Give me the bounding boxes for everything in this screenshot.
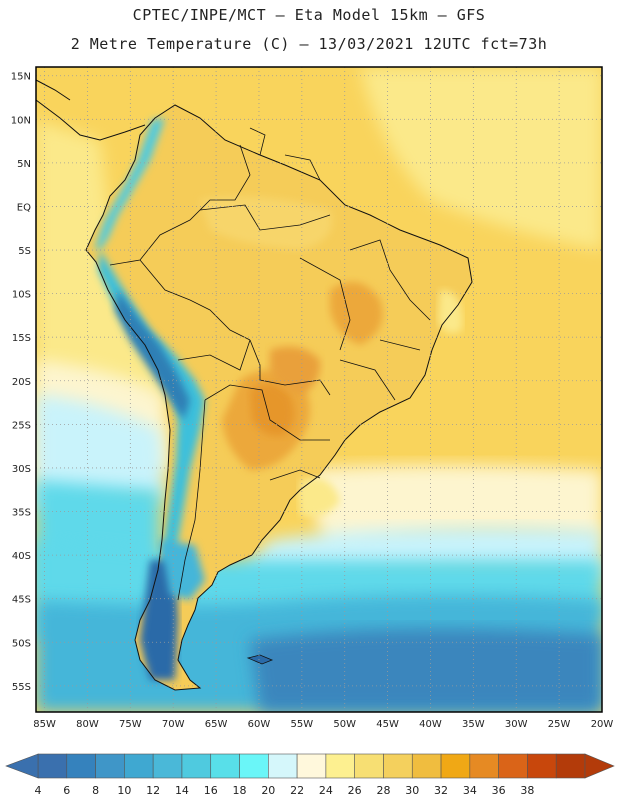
andes-peak: [115, 290, 190, 420]
map-plot-area: [36, 67, 602, 712]
lat-tick-label: 50S: [12, 638, 31, 649]
lat-tick-label: 5S: [18, 246, 31, 257]
colorbar-swatch: [296, 753, 327, 779]
colorbar-label: 22: [290, 784, 304, 797]
colorbar-swatches: [5, 753, 615, 779]
lon-tick-label: 75W: [119, 719, 142, 730]
amazon-mild: [200, 196, 332, 250]
colorbar-label: 4: [35, 784, 42, 797]
colorbar-swatch: [440, 753, 471, 779]
colorbar-swatch: [325, 753, 355, 779]
lat-tick-label: 35S: [12, 508, 31, 519]
colorbar-swatch: [268, 753, 298, 779]
lat-tick-label: 45S: [12, 595, 31, 606]
colorbar-label: 36: [492, 784, 506, 797]
patagonia-transition: [160, 540, 205, 600]
colorbar-swatch: [411, 753, 442, 779]
map-frame: [35, 66, 603, 713]
colorbar-swatch: [527, 753, 557, 779]
title-line-2: 2 Metre Temperature (C) – 13/03/2021 12U…: [70, 35, 548, 53]
colorbar-swatch: [469, 753, 499, 779]
ocean-atlantic-mild: [360, 67, 602, 250]
colorbar-labels: 4 6 8 10 12 14 16 18 20 22 24 26 28 30 32 34 36 38: [35, 784, 535, 797]
colorbar-label: 20: [261, 784, 275, 797]
colorbar-swatch: [210, 753, 240, 779]
colorbar-label: 28: [376, 784, 390, 797]
colorbar-swatch: [152, 753, 183, 779]
central-america-coast: [36, 99, 146, 141]
colorbar-low-arrow: [5, 753, 39, 779]
longitude-labels: 85W 80W 75W 70W 65W 60W 55W 50W 45W 40W 35W 30W 25W 2…: [33, 719, 613, 730]
colorbar-label: 10: [117, 784, 131, 797]
colorbar-label: 6: [63, 784, 70, 797]
colorbar-label: 24: [319, 784, 333, 797]
lat-tick-label: 55S: [12, 682, 31, 693]
latitude-labels: 15N 10N 5N EQ 5S 10S 15S 20S 25S 30S 35S 40S 45S 50S 5…: [11, 72, 31, 693]
lat-tick-label: 20S: [12, 377, 31, 388]
title-line-1: CPTEC/INPE/MCT – Eta Model 15km – GFS: [132, 6, 486, 24]
colorbar-label: 8: [92, 784, 99, 797]
ocean-southern-coldest: [250, 628, 602, 712]
colorbar-label: 38: [520, 784, 534, 797]
central-brazil-hot: [330, 282, 383, 345]
lat-tick-label: 15S: [12, 333, 31, 344]
lat-tick-label: 5N: [17, 159, 31, 170]
colorbar-label: 12: [146, 784, 160, 797]
colorbar-label: 14: [175, 784, 189, 797]
colorbar-swatch: [124, 753, 154, 779]
lon-tick-label: 80W: [76, 719, 99, 730]
country-borders: [109, 127, 431, 601]
colorbar-swatch: [37, 753, 68, 779]
temperature-map: 15N 10N 5N EQ 5S 10S 15S 20S 25S 30S 35S 40S 45S 50S 5…: [11, 66, 613, 730]
lat-tick-label: 10S: [12, 290, 31, 301]
pantanal-hot: [270, 346, 321, 395]
lat-tick-label: 25S: [12, 420, 31, 431]
colorbar-swatch: [66, 753, 96, 779]
lat-tick-label: 10N: [11, 115, 31, 126]
lon-tick-label: 55W: [291, 719, 314, 730]
colorbar-swatch: [555, 753, 586, 779]
coastline: [85, 104, 473, 691]
lon-tick-label: 70W: [162, 719, 185, 730]
lon-tick-label: 40W: [419, 719, 442, 730]
colorbar-label: 16: [204, 784, 218, 797]
colorbar-label: 26: [348, 784, 362, 797]
lon-tick-label: 30W: [505, 719, 528, 730]
lat-tick-label: EQ: [17, 202, 31, 213]
lon-tick-label: 20W: [591, 719, 614, 730]
caribbean-coast: [36, 79, 71, 101]
colorbar-swatch: [239, 753, 269, 779]
lat-tick-label: 30S: [12, 464, 31, 475]
colorbar-label: 32: [434, 784, 448, 797]
colorbar-label: 18: [233, 784, 247, 797]
colorbar-swatch: [181, 753, 212, 779]
colorbar-swatch: [354, 753, 384, 779]
lon-tick-label: 60W: [248, 719, 271, 730]
lat-tick-label: 15N: [11, 72, 31, 83]
colorbar-swatch: [498, 753, 528, 779]
falkland-islands: [246, 654, 274, 665]
ocean-pacific-cool: [36, 395, 165, 510]
colorbar-swatch: [383, 753, 413, 779]
colorbar-label: 34: [463, 784, 477, 797]
colorbar: 4 6 8 10 12 14 16 18 20 22 24 26 28 30 32 34 36 38: [5, 753, 615, 797]
colorbar-label: 30: [405, 784, 419, 797]
lon-tick-label: 50W: [333, 719, 356, 730]
lon-tick-label: 45W: [376, 719, 399, 730]
lon-tick-label: 25W: [548, 719, 571, 730]
pampas-mild: [300, 477, 340, 516]
lon-tick-label: 65W: [205, 719, 228, 730]
lon-tick-label: 35W: [462, 719, 485, 730]
patagonia-cold: [140, 560, 178, 680]
lon-tick-label: 85W: [33, 719, 56, 730]
chaco-hot-region: [250, 383, 294, 436]
colorbar-swatch: [95, 753, 125, 779]
lat-tick-label: 40S: [12, 551, 31, 562]
colorbar-high-arrow: [584, 753, 615, 779]
